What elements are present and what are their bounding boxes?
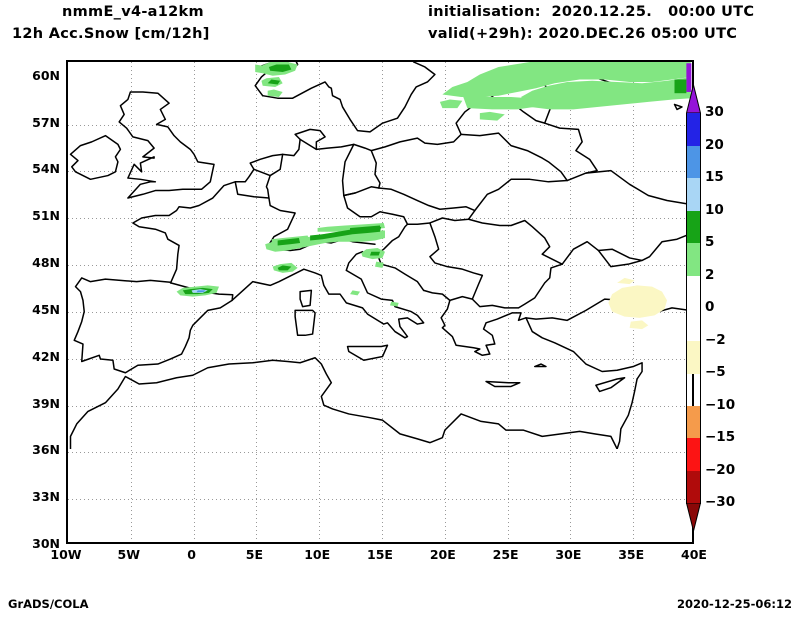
x-tick-label: 35E: [618, 547, 645, 562]
x-tick-label: 5W: [117, 547, 141, 562]
map-plot-area[interactable]: [66, 60, 694, 544]
y-tick-label: 30N: [32, 536, 60, 551]
valid-time-label: valid(+29h): 2020.DEC.26 05:00 UTC: [428, 26, 738, 42]
colorbar[interactable]: [686, 85, 701, 531]
x-tick-label: 20E: [429, 547, 456, 562]
colorbar-tick-label: 10: [705, 201, 724, 218]
colorbar-tick-label: 20: [705, 136, 724, 153]
colorbar-top-arrow: [686, 85, 701, 113]
y-tick-label: 48N: [32, 255, 60, 270]
colorbar-band[interactable]: [686, 405, 701, 439]
model-name-label: nmmE_v4-a12km: [62, 4, 204, 20]
x-tick-label: 5E: [245, 547, 264, 562]
grads-credit-label: GrADS/COLA: [8, 597, 89, 611]
field-name-label: 12h Acc.Snow [cm/12h]: [12, 26, 210, 42]
gridline-horizontal: [68, 405, 692, 407]
colorbar-band[interactable]: [686, 243, 701, 276]
colorbar-band[interactable]: [686, 470, 701, 504]
y-tick-label: 39N: [32, 395, 60, 411]
colorbar-tick-label: 30: [705, 104, 724, 120]
colorbar-tick-label: −2: [705, 331, 726, 348]
y-tick-label: 45N: [32, 301, 60, 317]
gridline-vertical: [444, 62, 446, 542]
colorbar-band[interactable]: [686, 340, 701, 374]
colorbar-tick-label: −15: [705, 429, 736, 445]
y-tick-label: 57N: [32, 114, 60, 130]
y-tick-label: 33N: [32, 489, 60, 505]
y-tick-label: 36N: [32, 442, 60, 458]
gridline-vertical: [507, 62, 509, 542]
gridline-vertical: [570, 62, 572, 542]
y-tick-label: 54N: [32, 161, 60, 177]
colorbar-tick-label: −30: [705, 494, 736, 510]
colorbar-tick-label: 15: [705, 169, 724, 185]
colorbar-band[interactable]: [686, 308, 701, 341]
colorbar-band[interactable]: [686, 373, 701, 406]
gridline-vertical: [319, 62, 321, 542]
colorbar-tick-label: 2: [705, 266, 715, 283]
y-tick-label: 42N: [32, 348, 60, 364]
gridline-vertical: [382, 62, 383, 542]
gridline-horizontal: [68, 218, 692, 220]
colorbar-tick-label: −10: [705, 396, 736, 413]
gridline-horizontal: [68, 452, 692, 454]
y-tick-label: 60N: [32, 67, 60, 83]
gridline-horizontal: [68, 499, 692, 501]
x-tick-label: 40E: [681, 547, 707, 562]
x-tick-label: 10W: [50, 547, 82, 562]
gridline-vertical: [256, 62, 258, 542]
gridline-vertical: [193, 62, 195, 542]
initialisation-label: initialisation: 2020.12.25. 00:00 UTC: [428, 4, 755, 20]
map-gridlines: [68, 62, 692, 542]
render-timestamp-label: 2020-12-25-06:12: [677, 597, 792, 611]
y-tick-label: 51N: [32, 208, 60, 224]
gridline-horizontal: [68, 358, 692, 360]
gridline-horizontal: [68, 311, 692, 313]
x-tick-label: 25E: [492, 547, 519, 562]
x-tick-label: 0: [187, 547, 196, 562]
gridline-horizontal: [68, 171, 692, 173]
x-tick-label: 15E: [367, 547, 393, 562]
colorbar-tick-label: 0: [705, 299, 715, 315]
colorbar-bottom-arrow: [686, 503, 701, 531]
gridline-vertical: [130, 62, 132, 542]
colorbar-band[interactable]: [686, 145, 701, 179]
colorbar-band[interactable]: [686, 438, 701, 471]
colorbar-band[interactable]: [686, 210, 701, 244]
x-tick-label: 30E: [555, 547, 582, 562]
x-tick-label: 10E: [304, 547, 331, 562]
colorbar-tick-label: −20: [705, 461, 736, 478]
colorbar-tick-label: −5: [705, 364, 726, 380]
colorbar-band[interactable]: [686, 178, 701, 211]
colorbar-tick-label: 5: [705, 234, 715, 250]
colorbar-band[interactable]: [686, 113, 701, 146]
colorbar-band[interactable]: [686, 275, 701, 309]
snow-accumulation-field: [176, 62, 692, 330]
